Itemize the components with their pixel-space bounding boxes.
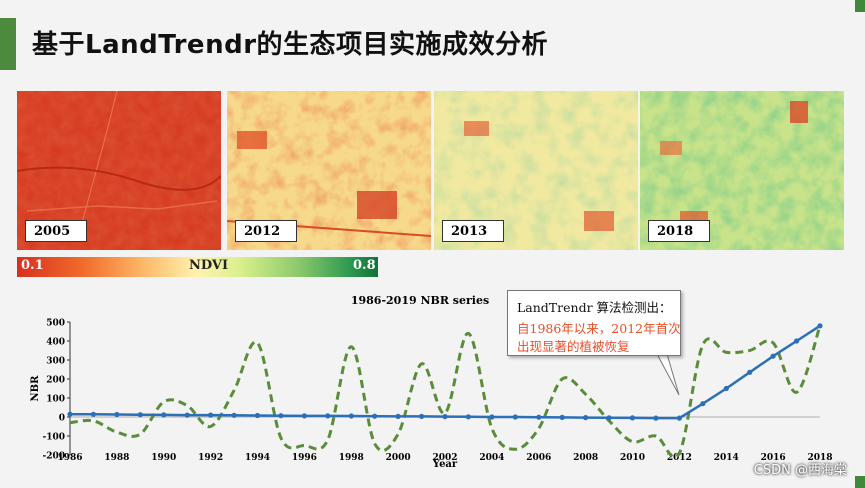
y-tick-label: 0 [59, 414, 65, 424]
fitted-data-point [90, 411, 96, 417]
callout-finding-line2: 出现显著的植被恢复 [517, 339, 630, 354]
fitted-data-point [442, 414, 448, 420]
fitted-data-point [208, 412, 214, 418]
x-tick-label: 1988 [104, 453, 129, 463]
fitted-data-point [723, 385, 729, 392]
fitted-data-point [794, 338, 800, 344]
ndvi-map-2005: 2005 [17, 91, 221, 250]
fitted-data-point [817, 323, 823, 329]
fitted-data-point [372, 413, 378, 419]
year-label: 2005 [25, 220, 87, 242]
chart-x-axis-label: Year [432, 459, 458, 470]
callout-finding-line1: 自1986年以来，2012年首次 [517, 321, 681, 336]
callout-box: LandTrendr 算法检测出： 自1986年以来，2012年首次 出现显著的… [507, 290, 681, 356]
y-tick-label: 200 [46, 376, 65, 386]
colorbar-title: NDVI [189, 258, 229, 273]
fitted-data-point [114, 411, 120, 418]
fitted-data-point [536, 414, 542, 420]
fitted-data-point [747, 369, 753, 375]
ndvi-map-2012: 2012 [227, 91, 431, 250]
x-tick-label: 2014 [714, 453, 739, 463]
title-accent-bar [0, 18, 16, 70]
chart-title: 1986-2019 NBR series [351, 294, 489, 307]
fitted-data-point [629, 415, 636, 421]
fitted-data-point [512, 414, 518, 420]
fitted-data-point [231, 412, 237, 418]
x-tick-label: 1994 [245, 453, 270, 463]
ndvi-colorbar: 0.1 NDVI 0.8 [17, 257, 378, 277]
fitted-data-point [653, 415, 659, 421]
fitted-data-point [161, 412, 167, 418]
x-tick-label: 1996 [292, 453, 317, 463]
fitted-data-point [770, 353, 776, 359]
fitted-data-point [395, 413, 401, 419]
y-tick-label: 100 [46, 395, 65, 405]
slide-title: 基于LandTrendr的生态项目实施成效分析 [32, 30, 549, 60]
x-tick-label: 1990 [151, 453, 176, 463]
fitted-data-point [137, 412, 143, 418]
fitted-data-point [606, 415, 612, 421]
fitted-data-point [301, 413, 307, 419]
ndvi-map-2018: 2018 [640, 91, 844, 250]
fitted-data-point [325, 413, 331, 419]
fitted-data-point [254, 412, 261, 419]
fitted-data-point [489, 414, 495, 420]
fitted-data-point [583, 415, 589, 421]
y-tick-label: 400 [46, 338, 65, 348]
fitted-data-point [465, 414, 471, 420]
fitted-data-point [559, 414, 565, 420]
csdn-watermark: CSDN @西海棠 [753, 463, 847, 478]
y-tick-label: 500 [46, 319, 65, 329]
x-tick-label: 2008 [573, 453, 598, 463]
x-tick-label: 2004 [479, 453, 504, 463]
fitted-data-point [67, 411, 73, 417]
corner-decoration [855, 0, 865, 12]
x-tick-label: 1986 [57, 453, 82, 463]
chart-y-axis-label: NBR [30, 375, 41, 402]
year-label: 2018 [648, 220, 710, 242]
year-label: 2013 [442, 220, 504, 242]
fitted-data-point [184, 412, 190, 418]
callout-heading: LandTrendr 算法检测出： [517, 300, 672, 315]
year-label: 2012 [235, 220, 297, 242]
colorbar-min-label: 0.1 [21, 258, 44, 273]
fitted-data-point [419, 413, 425, 419]
x-tick-label: 2002 [432, 453, 457, 463]
y-tick-label: -200 [42, 452, 65, 462]
fitted-data-point [676, 415, 683, 421]
ndvi-map-2013: 2013 [434, 91, 638, 250]
x-tick-label: 1992 [198, 453, 223, 463]
fitted-data-point [278, 413, 284, 419]
y-tick-label: 300 [46, 357, 65, 367]
x-tick-label: 2016 [761, 453, 786, 463]
nbr-line-chart: 1986-2019 NBR series NBR Year 500 400 300 2… [30, 294, 833, 470]
x-tick-label: 2012 [667, 453, 692, 463]
fitted-data-point [700, 401, 706, 407]
fitted-data-point [348, 413, 354, 419]
x-tick-label: 2000 [386, 453, 411, 463]
nbr-observed-series-line [69, 325, 822, 459]
x-tick-label: 2010 [620, 453, 645, 463]
x-tick-label: 2018 [807, 453, 832, 463]
y-tick-label: -100 [42, 433, 65, 443]
x-tick-label: 2006 [526, 453, 551, 463]
colorbar-max-label: 0.8 [353, 258, 376, 273]
x-tick-label: 1998 [339, 453, 364, 463]
algorithm-callout: LandTrendr 算法检测出： 自1986年以来，2012年首次 出现显著的… [507, 290, 685, 396]
corner-decoration-bottom [855, 476, 865, 488]
